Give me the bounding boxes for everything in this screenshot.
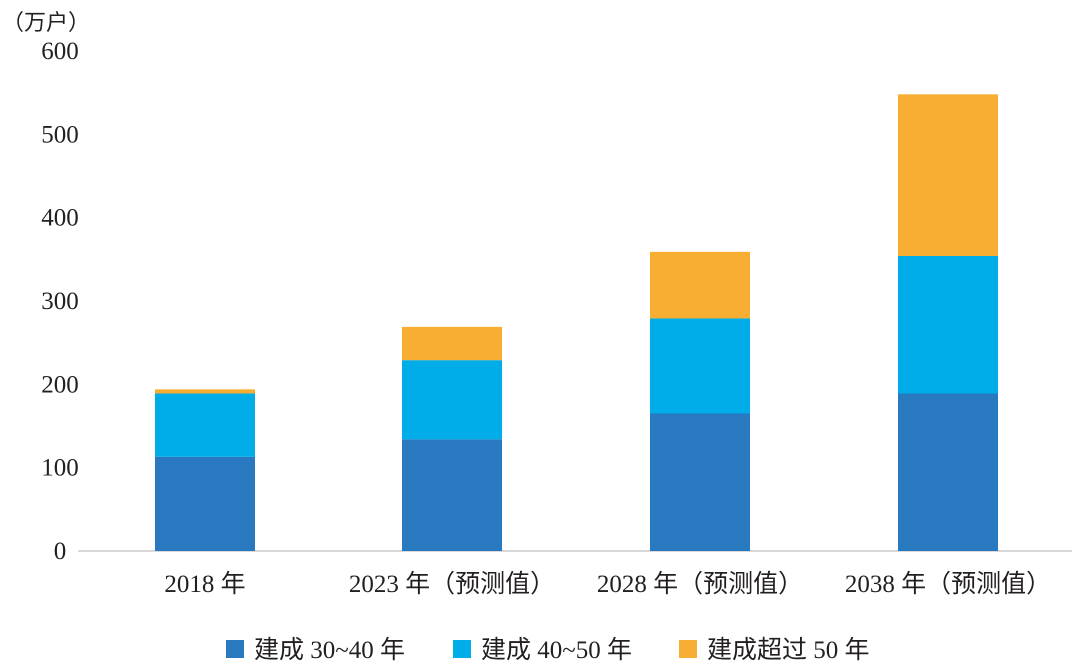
bar-segment-2-category-2 [402, 360, 502, 440]
bar-segment-3-category-1 [155, 389, 255, 394]
y-tick-label: 600 [41, 38, 79, 65]
y-tick-label: 200 [41, 371, 79, 398]
bar-segment-3-category-3 [650, 251, 750, 319]
bar-segment-1-category-3 [650, 413, 750, 551]
legend-swatch-1 [226, 640, 244, 658]
y-tick-label: 400 [41, 205, 79, 232]
x-tick-label: 2023 年（预测值） [349, 570, 555, 598]
bar-segment-3-category-2 [402, 326, 502, 361]
legend-label-3: 建成超过 50 年 [707, 636, 870, 664]
bar-segment-2-category-4 [898, 256, 998, 394]
bar-segment-1-category-1 [155, 456, 255, 551]
legend-label-1: 建成 30~40 年 [254, 636, 405, 664]
x-tick-label: 2038 年（预测值） [845, 570, 1051, 598]
x-tick-label: 2018 年 [164, 570, 245, 598]
y-tick-label: 500 [41, 121, 79, 148]
x-axis-ticks: 2018 年 2023 年（预测值） 2028 年（预测值） 2038 年（预测值） [164, 570, 1051, 598]
y-tick-label: 100 [41, 455, 79, 482]
x-tick-label: 2028 年（预测值） [597, 570, 803, 598]
y-tick-label: 300 [41, 288, 79, 315]
legend: 建成 30~40 年 建成 40~50 年 建成超过 50 年 [226, 636, 870, 664]
bar-segment-1-category-4 [898, 393, 998, 551]
legend-label-2: 建成 40~50 年 [481, 636, 632, 664]
bar-segment-2-category-3 [650, 318, 750, 414]
bars [155, 94, 998, 551]
y-axis-ticks: 0 100 200 300 400 500 600 [41, 38, 79, 565]
y-axis-unit-label: （万户） [2, 11, 90, 36]
bar-segment-1-category-2 [402, 439, 502, 551]
legend-swatch-3 [679, 640, 697, 658]
bar-segment-2-category-1 [155, 393, 255, 457]
legend-swatch-2 [453, 640, 471, 658]
y-tick-label: 0 [54, 538, 67, 565]
bar-segment-3-category-4 [898, 94, 998, 256]
